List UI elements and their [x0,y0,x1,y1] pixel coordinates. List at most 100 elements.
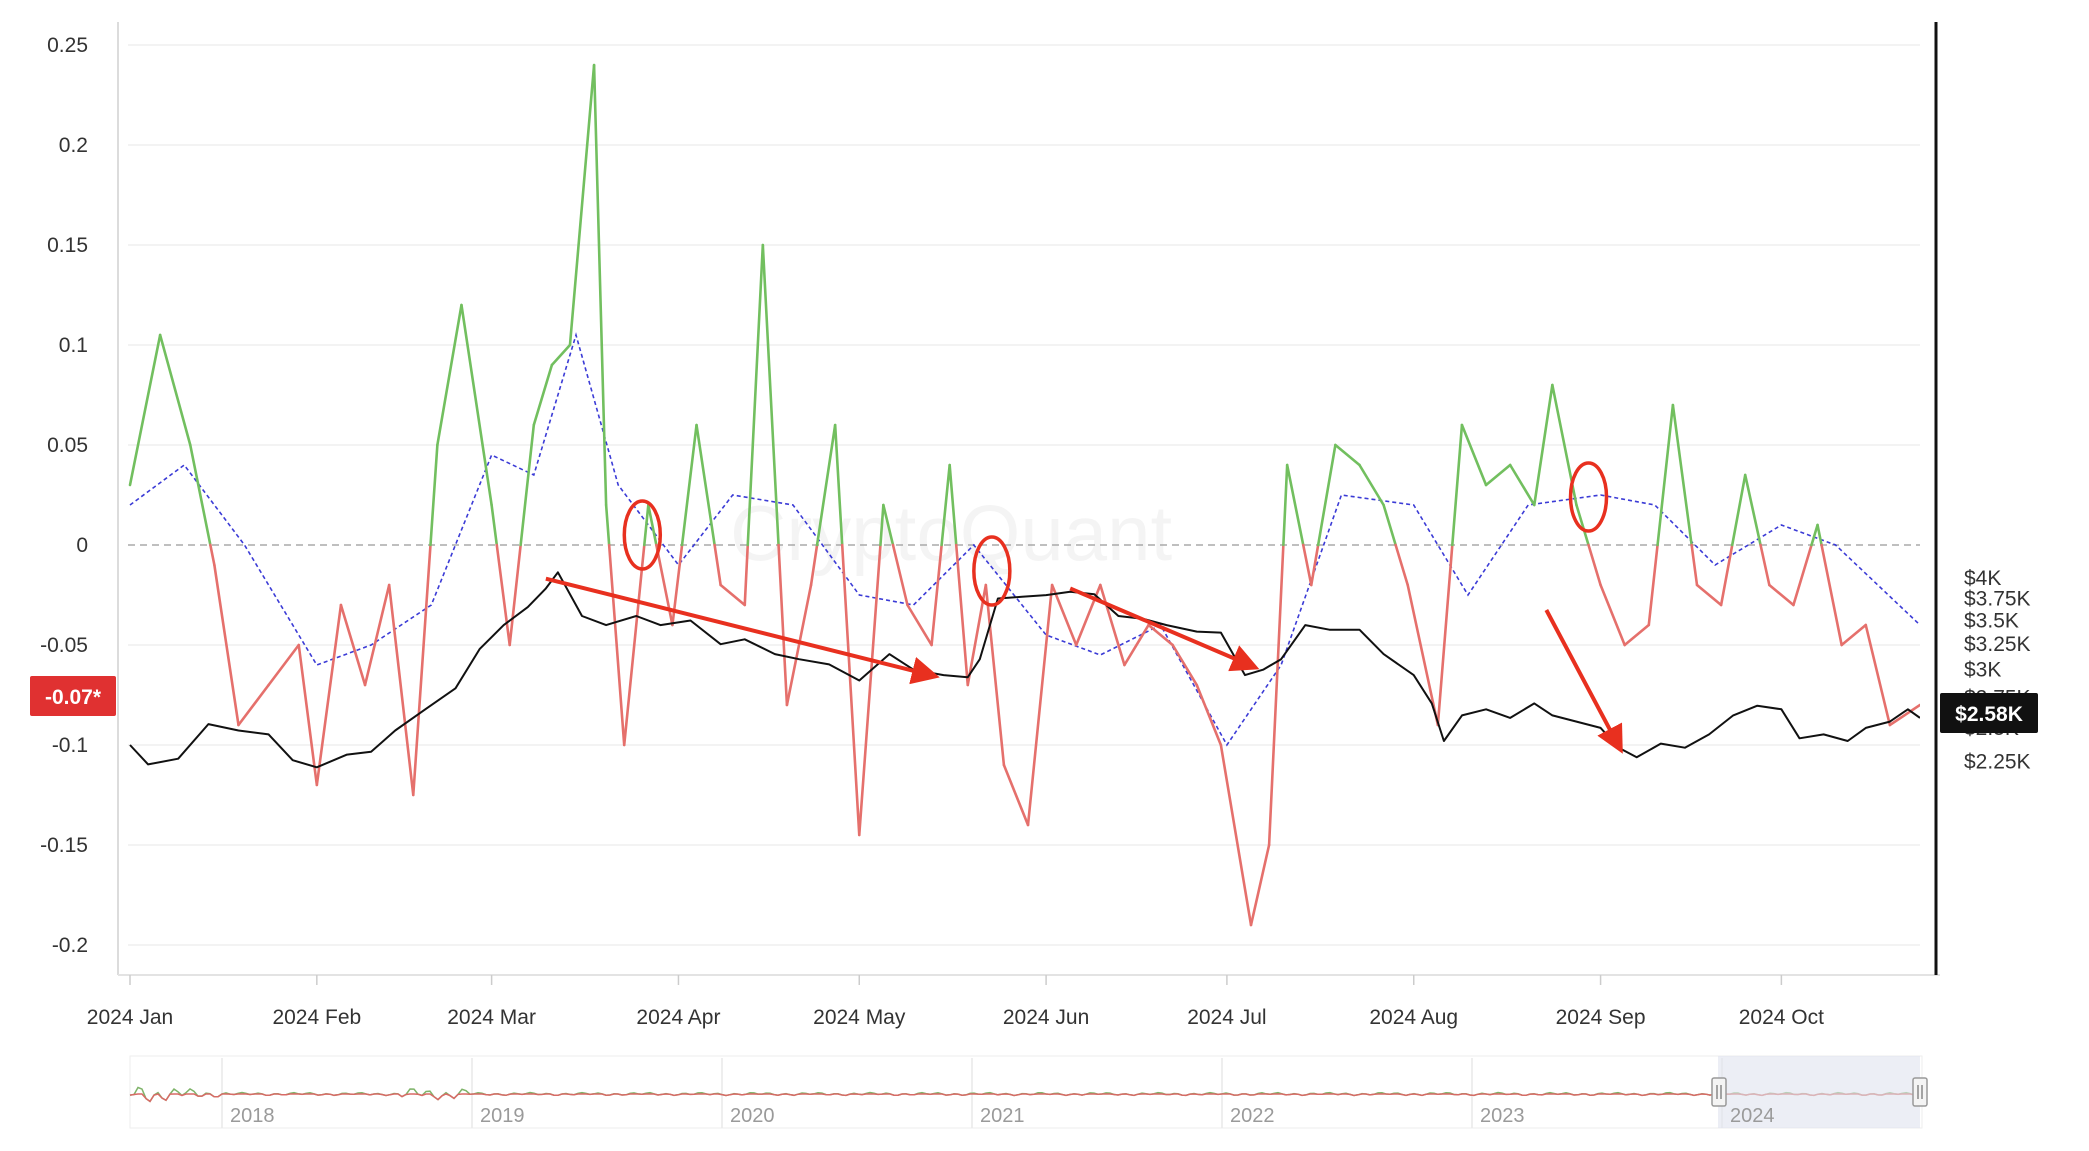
oscillator-segment [785,583,813,707]
x-tick-label: 2024 Jul [1187,1006,1266,1029]
oscillator-segment [1816,523,1823,547]
x-tick-label: 2024 Mar [447,1006,536,1029]
right-value-badge: $2.58K [1940,693,2038,733]
oscillator-segment [411,543,432,797]
navigator-year-label: 2022 [1230,1105,1275,1127]
oscillator-segment [1810,523,1819,547]
oscillator-segment [213,563,240,727]
oscillator-segment [1195,683,1223,747]
oscillator-segment [1532,383,1554,507]
oscillator-segment [809,543,819,587]
navigator-track[interactable] [129,1055,1923,1129]
left-tick-label: 0.1 [59,334,88,357]
oscillator-segment [519,423,536,547]
navigator-handle-left[interactable] [1711,1077,1727,1107]
oscillator-segment [1406,583,1440,727]
left-tick-label: -0.05 [40,634,88,657]
oscillator-segment [857,543,882,837]
navigator-year-label: 2018 [230,1105,275,1127]
oscillator-segment [713,543,722,587]
oscillator-segment [1599,583,1626,647]
oscillator-segment [1671,403,1693,547]
navigator-year-label: 2021 [980,1105,1025,1127]
oscillator-segment [1002,763,1030,827]
oscillator-segment [1309,543,1320,587]
oscillator-segment [647,503,658,547]
oscillator-segment [237,683,270,727]
trend-arrow [1069,586,1260,672]
oscillator-segment [1285,463,1305,547]
oscillator-segment [1768,583,1795,607]
oscillator-segment [1171,643,1199,687]
oscillator-segment [1460,423,1488,487]
right-tick-label: $3.75K [1964,587,2031,610]
oscillator-segment [508,543,522,647]
x-tick-label: 2024 Sep [1556,1006,1646,1029]
navigator-handle-right[interactable] [1912,1077,1928,1107]
oscillator-segment [1484,463,1512,487]
oscillator-segment [436,303,463,447]
oscillator-segment [930,543,943,647]
oscillator-segment [940,463,951,547]
navigator-labels: 2018 2019 2020 2021 2022 2023 2024 [230,1105,1775,1127]
oscillator-segment [1575,503,1590,547]
oscillator-segment [655,543,674,627]
oscillator-segment [1050,583,1078,647]
oscillator-segment [460,303,493,507]
oscillator-segment [1587,543,1602,587]
oscillator-segment [833,423,844,547]
left-value-badge: -0.07* [30,676,116,716]
oscillator-segment [1282,463,1289,547]
oscillator-segment [1219,743,1253,927]
right-tick-label: $3K [1964,659,2001,682]
oscillator-segment [1123,623,1150,667]
oscillator-segment [1451,423,1464,547]
oscillator-segment [1759,543,1771,587]
oscillator-segment [984,583,1006,767]
oscillator-segment [1026,583,1054,827]
oscillator-segment [954,543,970,687]
oscillator-segment [1316,443,1337,547]
oscillator-segment [746,243,765,547]
oscillator-segment [1436,543,1454,727]
left-tick-label: -0.2 [52,934,88,957]
x-tick-label: 2024 Aug [1369,1006,1458,1029]
right-tick-label: $4K [1964,567,2001,590]
oscillator-segment [695,423,716,547]
oscillator-segment [1623,623,1651,647]
left-tick-label: 0.05 [47,434,88,457]
oscillator-segment [680,423,698,547]
oscillator-segment [1656,403,1675,547]
x-tick-label: 2024 Oct [1739,1006,1824,1029]
navigator-year-label: 2024 [1730,1105,1775,1127]
left-value-badge-label: -0.07* [45,686,102,709]
oscillator-segment [1792,543,1813,607]
oscillator-segment [1382,503,1397,547]
navigator[interactable]: 2018 2019 2020 2021 2022 2023 2024 [129,1055,1928,1129]
left-tick-label: -0.15 [40,834,88,857]
oscillator-segment [1840,623,1868,647]
oscillator-segment [840,543,861,837]
oscillator-segment [429,443,439,547]
oscillator-segment [642,503,650,547]
navigator-selection[interactable] [1718,1056,1920,1128]
right-value-badge-label: $2.58K [1955,703,2023,726]
oscillator-segment [1249,843,1271,927]
oscillator-segment [1508,463,1536,507]
oscillator-segment [1301,543,1313,587]
right-axis-ticks: $4K$3.75K$3.5K$3.25K$3K$2.75K$2.5K$2.25K [1964,567,2031,774]
oscillator-segment [1267,543,1285,847]
navigator-year-label: 2019 [480,1105,525,1127]
oscillator-segment [550,343,572,367]
oscillator-segment [777,543,789,707]
oscillator-segment [1690,543,1699,587]
oscillator-segment [906,603,933,647]
left-tick-label: 0.25 [47,34,88,57]
oscillator-segment [267,643,301,687]
oscillator-segment [1147,623,1174,647]
highlight-circle [622,499,663,571]
x-tick-label: 2024 Apr [636,1006,720,1029]
oscillator-segment [1864,623,1892,727]
oscillator-segment [387,583,415,797]
oscillator-segment [948,463,958,547]
